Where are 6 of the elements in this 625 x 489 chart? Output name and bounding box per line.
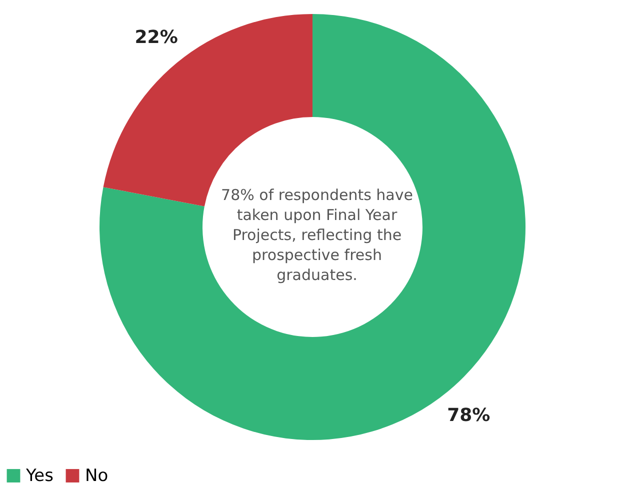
legend-label: No — [85, 466, 108, 486]
donut-slice — [100, 14, 526, 440]
text: 78% of respondents have taken upon Final Year Projects, reflecting the prospective fresh graduates. — [221, 186, 413, 284]
data-label: 22% — [134, 27, 178, 48]
legend-label: Yes — [25, 466, 54, 486]
data-label: 78% — [447, 404, 490, 426]
